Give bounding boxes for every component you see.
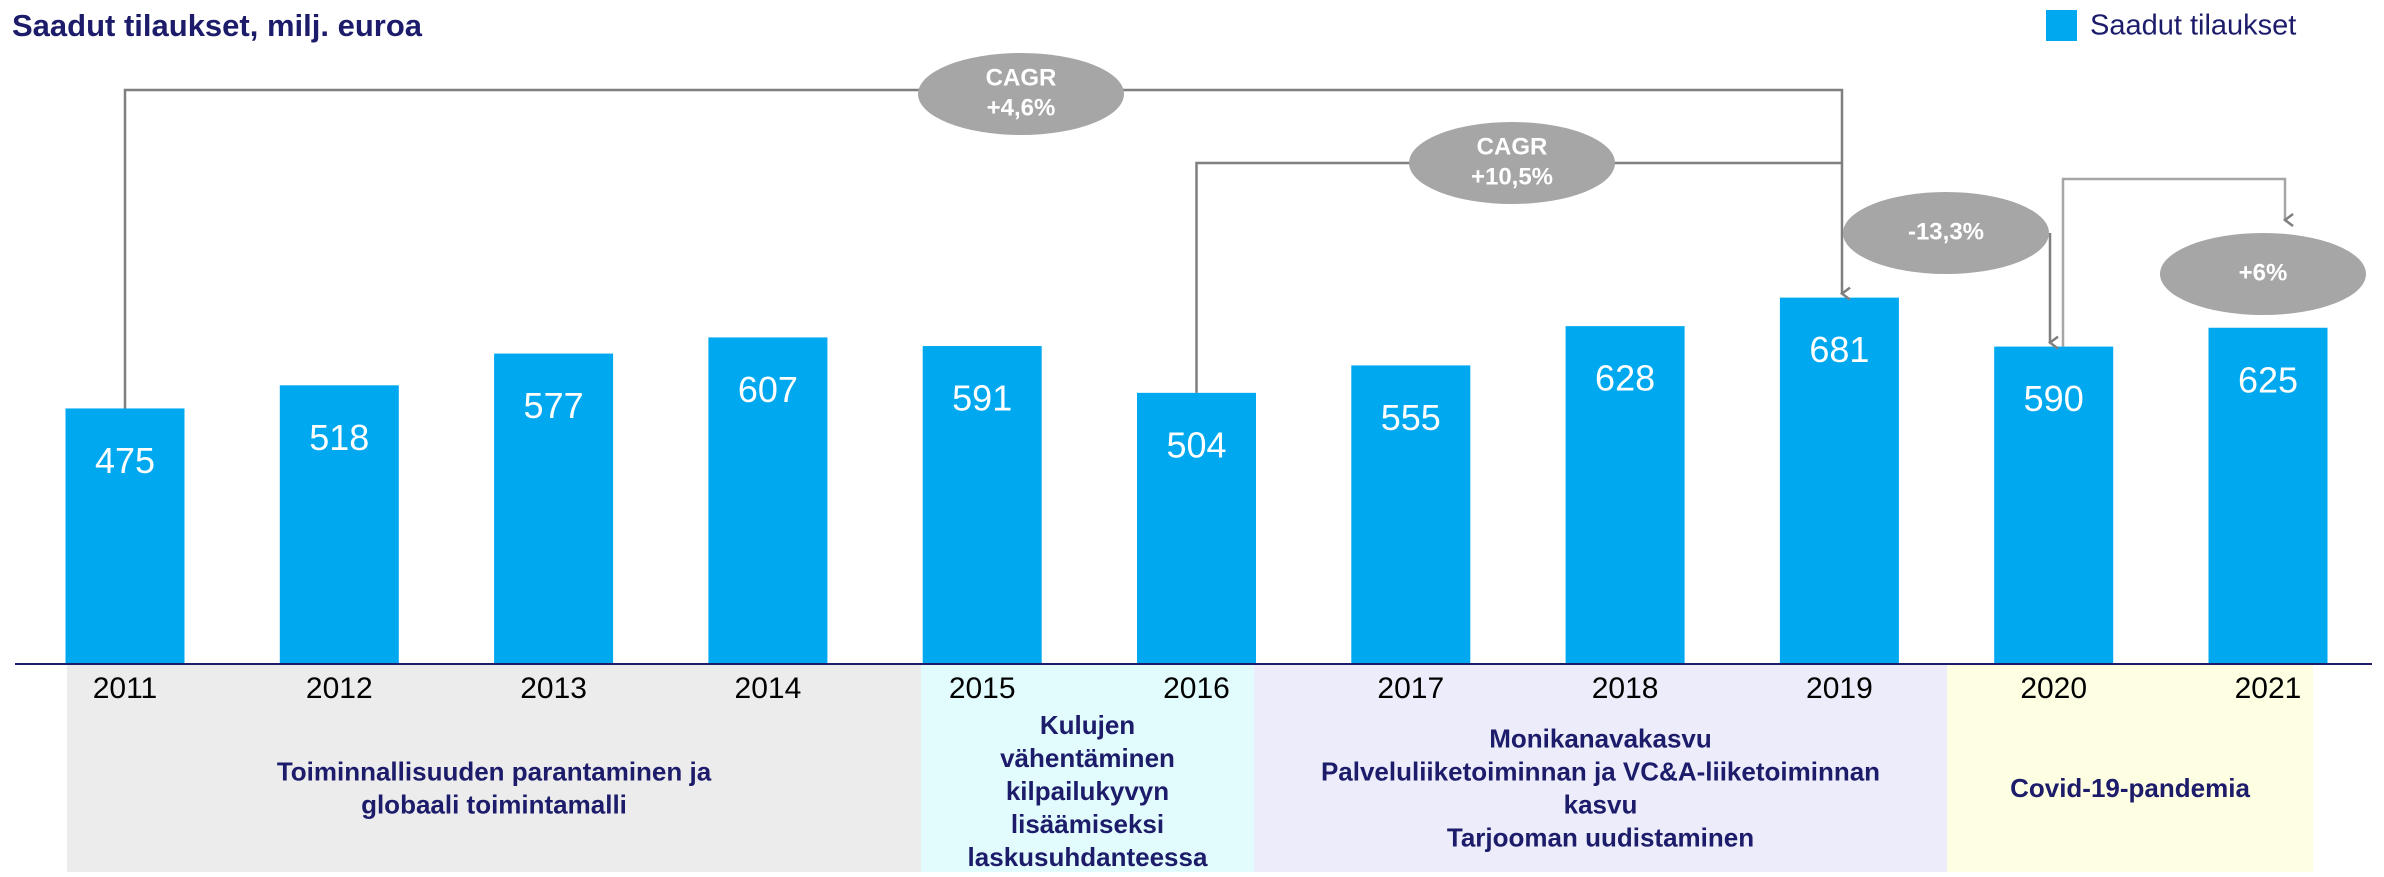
period-band — [1254, 664, 1947, 872]
period-label: laskusuhdanteessa — [968, 842, 1208, 872]
period-label: Palveluliiketoiminnan ja VC&A-liiketoimi… — [1321, 756, 1880, 786]
x-tick-label: 2020 — [2020, 672, 2087, 705]
x-tick-label: 2013 — [520, 672, 587, 705]
value-label: 475 — [95, 440, 155, 481]
value-label: 625 — [2238, 359, 2298, 400]
period-label: kasvu — [1564, 789, 1638, 819]
legend-label: Saadut tilaukset — [2090, 10, 2296, 42]
value-label: 518 — [309, 417, 369, 458]
annotation-label: -13,3% — [1908, 218, 1984, 245]
annotation-bubble — [918, 53, 1124, 135]
period-band — [67, 664, 921, 872]
value-label: 607 — [738, 369, 798, 410]
x-tick-label: 2019 — [1806, 672, 1873, 705]
x-tick-label: 2012 — [306, 672, 373, 705]
bar — [494, 353, 614, 664]
connector — [1195, 161, 1842, 393]
chart-title: Saadut tilaukset, milj. euroa — [12, 8, 423, 43]
annotation-bubble — [2160, 233, 2366, 315]
period-label: lisäämiseksi — [1011, 809, 1164, 839]
bar — [279, 385, 399, 664]
period-label: Monikanavakasvu — [1489, 723, 1712, 753]
x-tick-label: 2011 — [93, 672, 158, 705]
bar — [922, 346, 1042, 664]
x-tick-label: 2014 — [735, 672, 802, 705]
value-label: 628 — [1595, 358, 1655, 399]
period-label: globaali toimintamalli — [361, 789, 627, 819]
x-tick-label: 2021 — [2235, 672, 2302, 705]
x-tick-label: 2016 — [1163, 672, 1230, 705]
value-label: 681 — [1809, 329, 1869, 370]
period-label: Tarjooman uudistaminen — [1447, 822, 1754, 852]
bar — [65, 408, 185, 664]
period-label: vähentäminen — [1000, 743, 1175, 773]
value-label: 577 — [524, 385, 584, 426]
annotation-label: +4,6% — [987, 94, 1056, 121]
period-band — [1947, 664, 2313, 872]
bar — [1351, 365, 1471, 664]
bar — [1994, 346, 2114, 664]
period-label: kilpailukyvyn — [1006, 776, 1169, 806]
legend-swatch — [2046, 10, 2077, 41]
annotation-label: +6% — [2239, 259, 2288, 286]
bar — [1137, 392, 1256, 664]
bar — [2208, 327, 2328, 664]
value-label: 591 — [952, 378, 1012, 419]
value-label: 504 — [1166, 424, 1226, 465]
period-label: Covid-19-pandemia — [2010, 773, 2250, 803]
annotation-label: CAGR — [986, 64, 1057, 91]
annotation-label: CAGR — [1477, 133, 1548, 160]
period-label: Toiminnallisuuden parantaminen ja — [277, 756, 712, 786]
connector — [2061, 177, 2294, 347]
x-tick-label: 2017 — [1377, 672, 1444, 705]
bar — [1779, 297, 1899, 664]
x-tick-label: 2018 — [1592, 672, 1659, 705]
annotation-bubble — [1843, 192, 2049, 274]
bar — [708, 337, 828, 664]
value-label: 590 — [2024, 378, 2084, 419]
annotation-bubble — [1409, 122, 1615, 204]
value-label: 555 — [1381, 397, 1441, 438]
bar — [1565, 326, 1685, 664]
period-label: Kulujen — [1040, 710, 1135, 740]
annotation-label: +10,5% — [1471, 163, 1553, 190]
x-tick-label: 2015 — [949, 672, 1016, 705]
period-band — [921, 664, 1254, 872]
